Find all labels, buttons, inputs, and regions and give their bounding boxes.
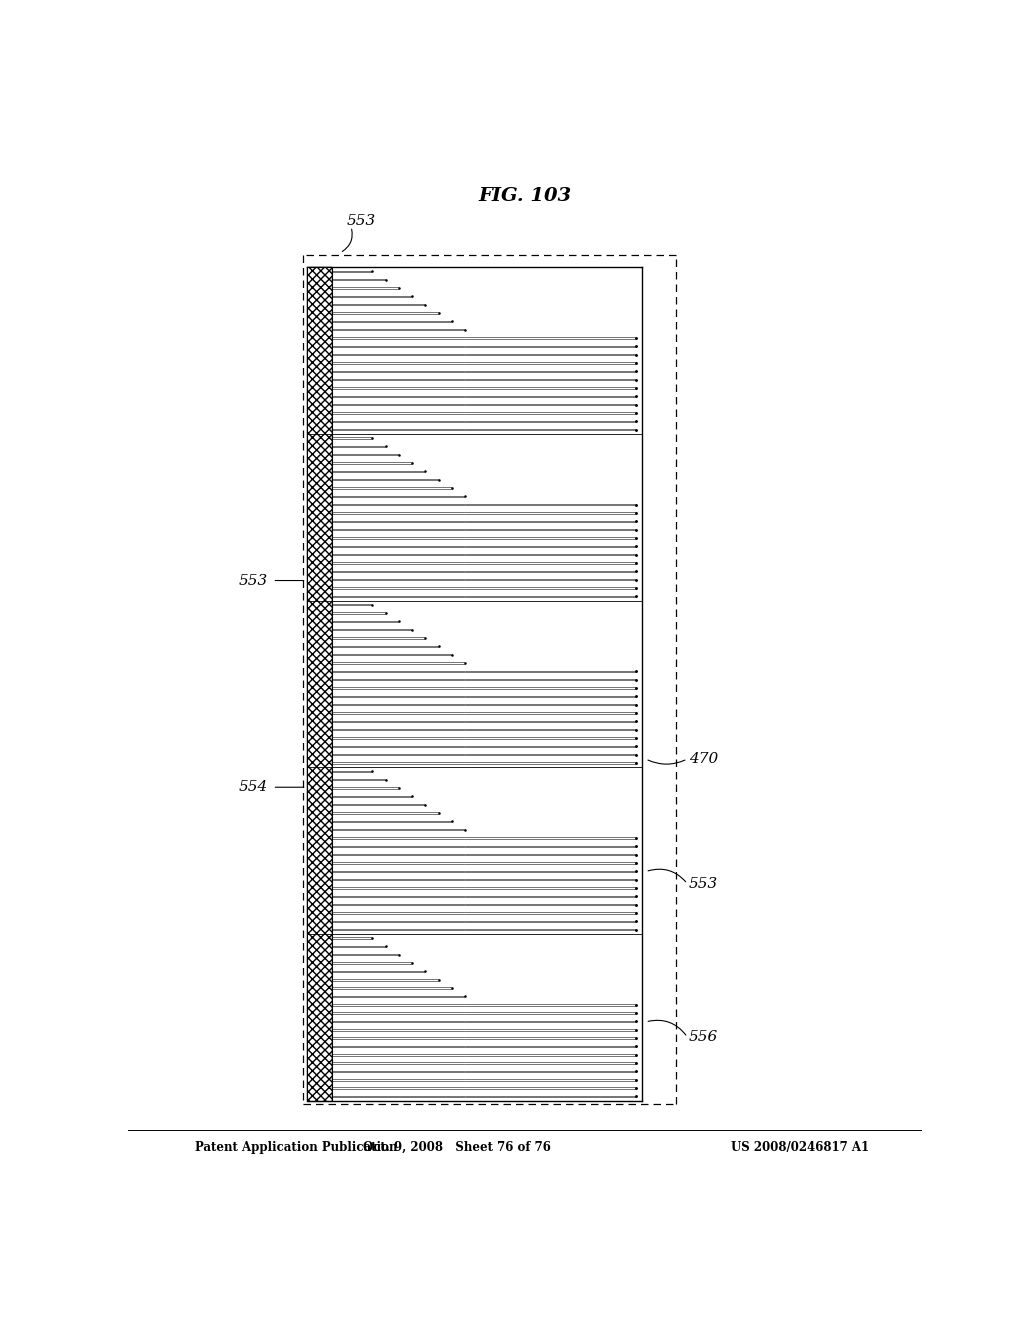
Text: US 2008/0246817 A1: US 2008/0246817 A1 <box>731 1140 869 1154</box>
Bar <box>306 267 332 1101</box>
Bar <box>306 267 332 1101</box>
Text: 553: 553 <box>347 214 376 228</box>
Text: 554: 554 <box>240 780 268 795</box>
Text: FIG. 103: FIG. 103 <box>478 187 571 205</box>
Text: Patent Application Publication: Patent Application Publication <box>196 1140 398 1154</box>
Text: 553: 553 <box>240 573 268 587</box>
Text: 470: 470 <box>689 752 718 766</box>
Text: 553: 553 <box>689 876 718 891</box>
Text: 556: 556 <box>689 1031 718 1044</box>
Text: Oct. 9, 2008   Sheet 76 of 76: Oct. 9, 2008 Sheet 76 of 76 <box>364 1140 551 1154</box>
